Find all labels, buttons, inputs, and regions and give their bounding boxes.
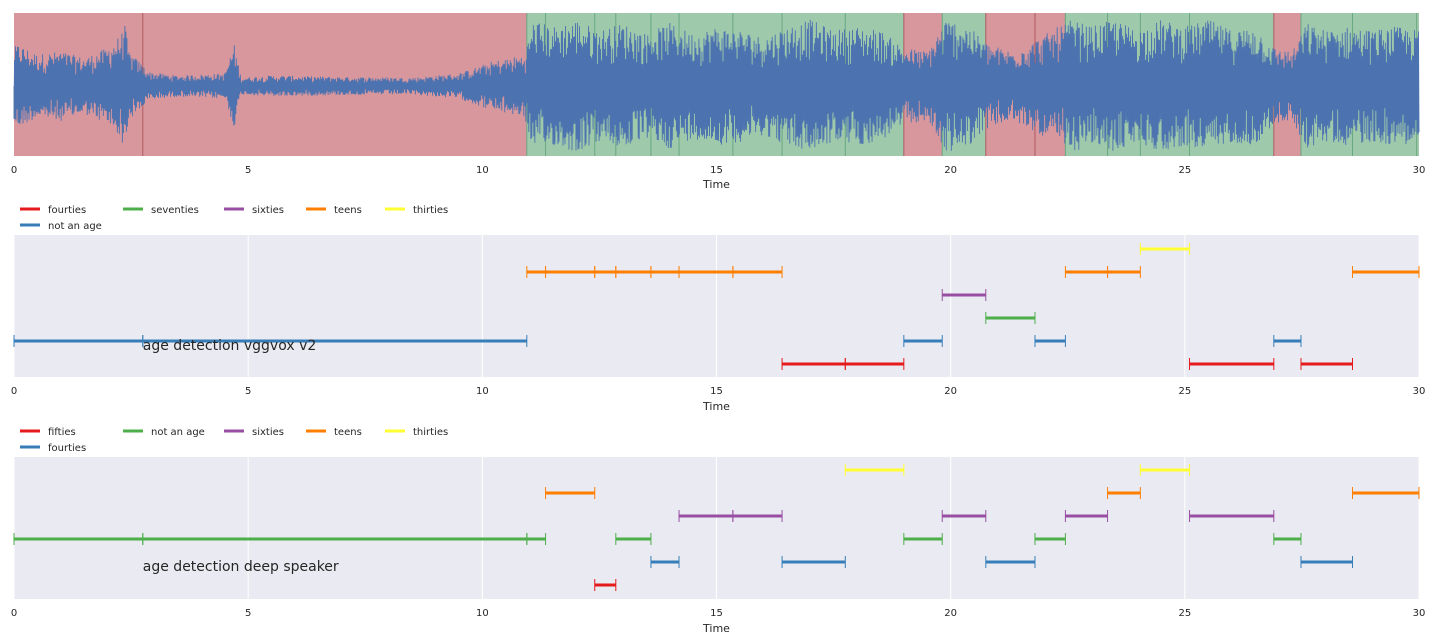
vggvox-x-axis-ticks: 0 5 10 15 20 25 30 <box>11 386 1426 397</box>
p3-x-tick-label: 20 <box>944 608 957 619</box>
waveform-x-tick-label: 30 <box>1413 165 1426 176</box>
p2-legend-label: sixties <box>252 205 284 216</box>
p3-segment-fourties <box>985 556 1036 568</box>
p3-segment-fifties <box>594 579 617 591</box>
deep-speaker-legend: fifties not an age sixties teens thirties fou… <box>20 427 448 454</box>
p3-segment-sixties <box>1064 510 1109 522</box>
p3-legend-label: sixties <box>252 427 284 438</box>
p2-x-tick-label: 20 <box>944 386 957 397</box>
p2-x-tick-label: 0 <box>11 386 17 397</box>
p2-legend-label: seventies <box>151 205 199 216</box>
p3-legend-label: fifties <box>48 427 76 438</box>
p2-segment-seventies <box>985 312 1036 324</box>
p2-segment-not-an-age <box>903 335 943 347</box>
p2-segment-not-an-age <box>1273 335 1302 347</box>
p3-segment-not-an-age <box>526 533 547 545</box>
p3-segment-sixties <box>1189 510 1275 522</box>
p2-legend-label: thirties <box>413 205 448 216</box>
p2-segment-fourties <box>844 358 905 370</box>
p2-x-tick-label: 25 <box>1178 386 1191 397</box>
waveform-x-tick-label: 0 <box>11 165 17 176</box>
vggvox-legend: fourties seventies sixties teens thirties not… <box>20 205 448 232</box>
p3-segment-fourties <box>650 556 680 568</box>
p3-segment-sixties <box>941 510 987 522</box>
p2-legend-label: teens <box>334 205 362 216</box>
p2-segment-not-an-age <box>142 335 528 347</box>
waveform-x-tick-label: 10 <box>476 165 489 176</box>
p2-segment-fourties <box>1300 358 1353 370</box>
p3-segment-teens <box>1107 487 1141 499</box>
vggvox-annotation: age detection vggvox v2 <box>143 338 317 354</box>
p2-x-tick-label: 30 <box>1413 386 1426 397</box>
p3-x-tick-label: 25 <box>1178 608 1191 619</box>
p3-segment-fourties <box>781 556 846 568</box>
p3-segment-thirties <box>1139 464 1191 476</box>
deep-speaker-x-axis-ticks: 0 5 10 15 20 25 30 <box>11 608 1426 619</box>
waveform-x-tick-label: 5 <box>245 165 251 176</box>
p3-legend-label: teens <box>334 427 362 438</box>
p2-legend-label: not an age <box>48 221 102 232</box>
p3-x-tick-label: 30 <box>1413 608 1426 619</box>
deep-speaker-gridlines <box>13 457 1420 599</box>
p3-x-tick-label: 10 <box>476 608 489 619</box>
p3-segment-teens <box>1351 487 1420 499</box>
vggvox-segments <box>13 243 1420 370</box>
p3-segment-thirties <box>844 464 905 476</box>
vggvox-gridlines <box>13 235 1420 377</box>
p3-legend-label: not an age <box>151 427 205 438</box>
deep-speaker-segments <box>13 464 1420 591</box>
waveform-signal <box>13 19 1420 151</box>
p3-legend-label: thirties <box>413 427 448 438</box>
deep-speaker-x-axis-label: Time <box>702 622 730 635</box>
p3-segment-not-an-age <box>615 533 652 545</box>
p2-segment-teens <box>1351 266 1420 278</box>
waveform-panel: 0 5 10 15 20 25 30 Time <box>11 13 1426 191</box>
p2-segment-fourties <box>1189 358 1275 370</box>
p2-segment-thirties <box>1139 243 1191 255</box>
waveform-x-tick-label: 25 <box>1178 165 1191 176</box>
p2-segment-teens <box>732 266 783 278</box>
p2-x-tick-label: 15 <box>710 386 723 397</box>
p2-x-tick-label: 5 <box>245 386 251 397</box>
p3-segment-not-an-age <box>903 533 943 545</box>
p2-segment-not-an-age <box>1034 335 1066 347</box>
p3-legend-label: fourties <box>48 443 86 454</box>
p3-segment-not-an-age <box>1034 533 1066 545</box>
waveform-x-tick-label: 15 <box>710 165 723 176</box>
p3-x-tick-label: 0 <box>11 608 17 619</box>
p3-x-tick-label: 5 <box>245 608 251 619</box>
vggvox-timeline-panel: fourties seventies sixties teens thirties not… <box>11 205 1426 413</box>
p2-x-tick-label: 10 <box>476 386 489 397</box>
p2-segment-teens <box>1107 266 1141 278</box>
p3-segment-teens <box>545 487 596 499</box>
p3-segment-not-an-age <box>1273 533 1302 545</box>
p3-segment-fourties <box>1300 556 1353 568</box>
deep-speaker-annotation: age detection deep speaker <box>143 559 339 575</box>
waveform-x-tick-label: 20 <box>944 165 957 176</box>
p3-segment-sixties <box>732 510 783 522</box>
p2-legend-label: fourties <box>48 205 86 216</box>
p2-segment-sixties <box>941 289 987 301</box>
waveform-x-axis-label: Time <box>702 178 730 191</box>
vggvox-x-axis-label: Time <box>702 400 730 413</box>
deep-speaker-timeline-panel: fifties not an age sixties teens thirties fou… <box>11 427 1426 635</box>
waveform-x-axis-ticks: 0 5 10 15 20 25 30 <box>11 165 1426 176</box>
p3-x-tick-label: 15 <box>710 608 723 619</box>
